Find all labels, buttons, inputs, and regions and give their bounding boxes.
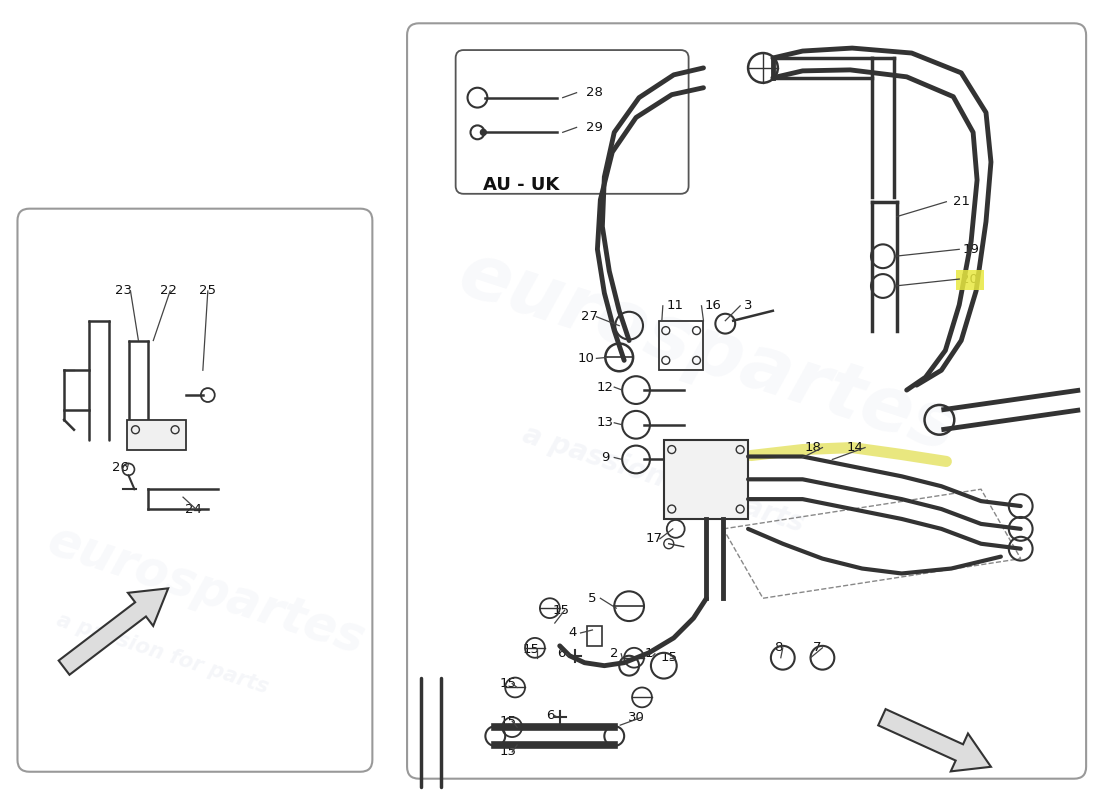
Text: 3: 3 xyxy=(744,299,752,312)
Text: 22: 22 xyxy=(160,285,177,298)
Text: 15: 15 xyxy=(499,746,517,758)
Text: 23: 23 xyxy=(116,285,132,298)
Text: 2: 2 xyxy=(610,647,618,660)
FancyBboxPatch shape xyxy=(956,270,984,290)
Polygon shape xyxy=(663,440,748,519)
Text: eurospartes: eurospartes xyxy=(41,516,371,664)
Text: 4: 4 xyxy=(569,626,576,639)
Text: a passion for parts: a passion for parts xyxy=(519,421,808,538)
FancyBboxPatch shape xyxy=(126,420,186,450)
Text: 6: 6 xyxy=(558,647,565,660)
Circle shape xyxy=(481,130,486,135)
Text: 20: 20 xyxy=(960,273,978,286)
Text: 25: 25 xyxy=(199,285,217,298)
Text: 21: 21 xyxy=(953,195,970,208)
Text: 16: 16 xyxy=(705,299,722,312)
Text: 1: 1 xyxy=(645,647,653,660)
Text: 15: 15 xyxy=(499,677,517,690)
Text: a passion for parts: a passion for parts xyxy=(54,610,271,698)
Text: 14: 14 xyxy=(847,441,864,454)
Text: AU - UK: AU - UK xyxy=(483,176,559,194)
Text: 10: 10 xyxy=(579,352,595,365)
Text: 26: 26 xyxy=(112,461,129,474)
Text: 19: 19 xyxy=(962,243,980,256)
Text: 15: 15 xyxy=(660,651,678,664)
Text: 18: 18 xyxy=(804,441,821,454)
Text: 9: 9 xyxy=(601,451,609,464)
Text: 17: 17 xyxy=(646,532,662,546)
Text: eurospartes: eurospartes xyxy=(449,237,966,468)
Text: 28: 28 xyxy=(586,86,603,99)
Text: 7: 7 xyxy=(813,642,822,654)
Text: 15: 15 xyxy=(552,604,569,617)
Text: 27: 27 xyxy=(581,310,598,323)
Text: 15: 15 xyxy=(522,643,539,656)
Text: 12: 12 xyxy=(597,381,614,394)
FancyArrow shape xyxy=(58,588,168,674)
Text: 15: 15 xyxy=(499,714,517,728)
Text: 5: 5 xyxy=(588,592,596,605)
Text: 29: 29 xyxy=(586,121,603,134)
Text: 30: 30 xyxy=(628,710,645,724)
Text: 11: 11 xyxy=(667,299,683,312)
Text: 6: 6 xyxy=(546,709,554,722)
Text: 8: 8 xyxy=(773,642,782,654)
Text: 13: 13 xyxy=(597,416,614,430)
FancyArrow shape xyxy=(878,709,991,771)
Text: 24: 24 xyxy=(185,502,201,515)
